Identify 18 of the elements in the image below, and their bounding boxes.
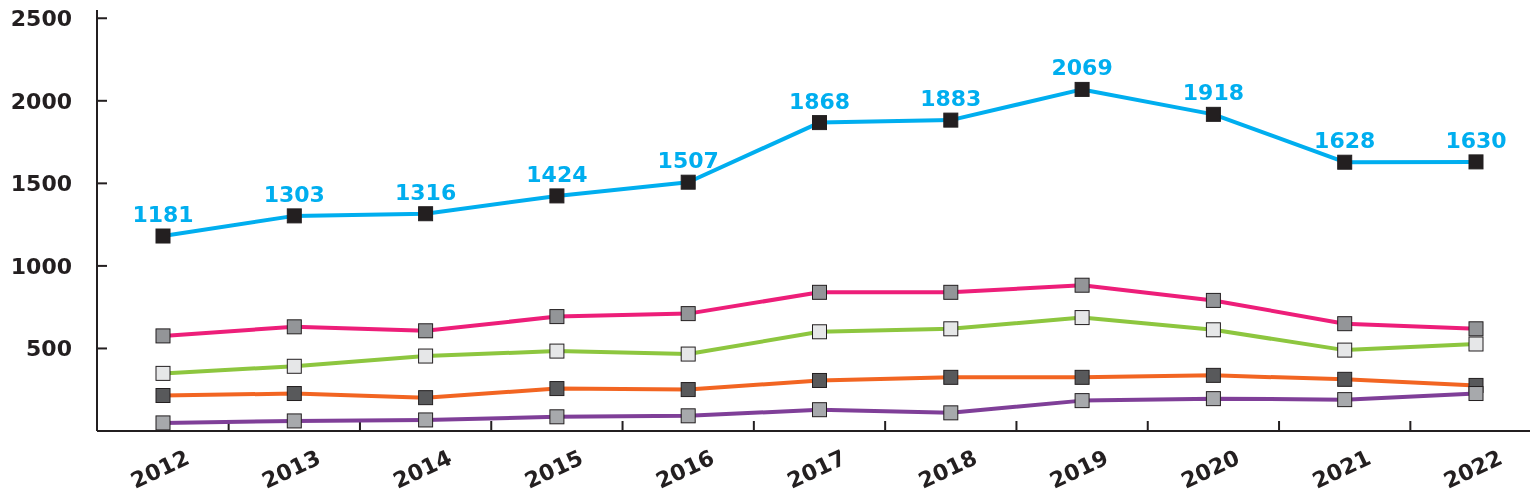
x-tick-label: 2019 <box>1045 444 1112 494</box>
data-label: 1316 <box>394 179 457 205</box>
data-label: 1181 <box>132 202 194 228</box>
y-tick-label: 1500 <box>10 171 72 197</box>
data-label: 1507 <box>657 148 719 174</box>
data-label: 2069 <box>1051 55 1113 81</box>
data-label: 1424 <box>526 161 588 187</box>
data-label: 1303 <box>263 181 325 207</box>
data-label: 1883 <box>920 86 982 112</box>
data-label: 1628 <box>1314 128 1376 154</box>
y-tick-label: 2500 <box>10 6 72 32</box>
data-label: 1868 <box>788 88 851 114</box>
y-tick-label: 2000 <box>10 88 72 114</box>
y-tick-label: 1000 <box>10 253 72 279</box>
data-label: 1630 <box>1445 127 1507 153</box>
y-tick-label: 500 <box>26 336 72 362</box>
x-tick-label: 2021 <box>1308 444 1375 494</box>
data-label: 1918 <box>1182 80 1245 106</box>
